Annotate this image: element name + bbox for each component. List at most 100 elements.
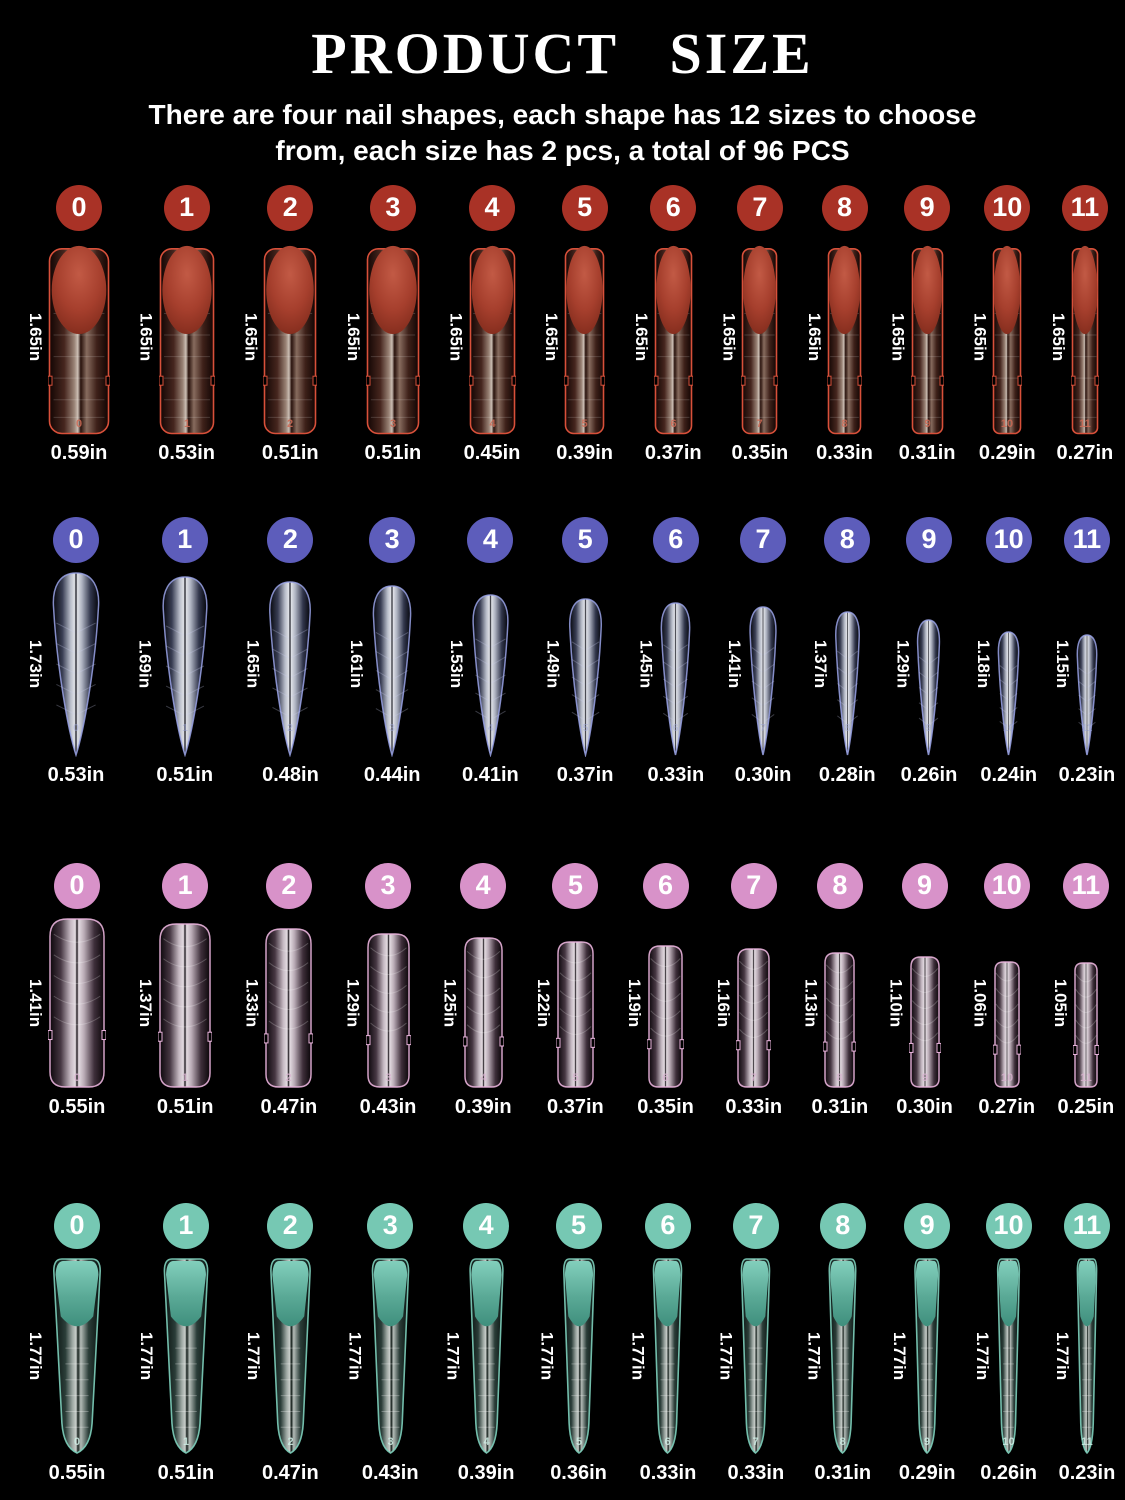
- width-label: 0.29in: [978, 441, 1036, 464]
- nail-area: 1.69in 1: [136, 571, 212, 757]
- nail-area: 1.29in 3: [344, 917, 411, 1089]
- width-label: 0.31in: [814, 1461, 872, 1484]
- nail-wrap: 5: [560, 1257, 598, 1455]
- width-label: 0.51in: [156, 763, 214, 786]
- nail-wrap: 3: [369, 584, 415, 757]
- badge-wrap: 10: [985, 1202, 1032, 1249]
- width-label: 0.51in: [157, 1461, 215, 1484]
- page-subtitle: There are four nail shapes, each shape h…: [148, 98, 977, 167]
- length-label: 1.73in: [26, 639, 45, 688]
- badge-wrap: 1: [159, 1202, 213, 1249]
- size-number-badge: 10: [985, 516, 1032, 563]
- size-column-round-3: 3 1.65in 3 0.51in: [343, 184, 421, 465]
- size-number-badge: 7: [730, 862, 777, 909]
- size-number-badge: 9: [901, 862, 948, 909]
- nail-wrap: 3: [368, 1257, 413, 1455]
- nail-round-9: 9: [910, 245, 944, 434]
- length-label: 1.10in: [886, 978, 906, 1027]
- svg-text:7: 7: [760, 723, 766, 734]
- width-label: 0.24in: [980, 763, 1038, 786]
- length-label: 1.18in: [974, 639, 994, 688]
- nail-wrap: 10: [995, 1257, 1022, 1455]
- svg-text:4: 4: [489, 418, 496, 430]
- length-label: 1.77in: [537, 1331, 557, 1380]
- size-number-badge: 3: [365, 862, 412, 909]
- width-label: 0.45in: [463, 441, 521, 464]
- width-label: 0.30in: [896, 1095, 953, 1118]
- nail-coffin-10: 10: [996, 1257, 1021, 1454]
- size-number-badge: 10: [983, 862, 1030, 909]
- nail-wrap: 8: [826, 1257, 859, 1455]
- nail-wrap: 0: [48, 1257, 106, 1455]
- nail-wrap: 10: [992, 960, 1021, 1089]
- length-label: 1.15in: [1052, 639, 1072, 688]
- nail-wrap: 4: [466, 1257, 507, 1455]
- size-column-square-2: 2 1.33in 2 0.47in: [242, 862, 317, 1119]
- size-column-square-6: 6 1.19in 6 0.35in: [625, 862, 694, 1119]
- size-column-coffin-8: 8 1.77in 8 0.31in: [804, 1202, 872, 1485]
- nail-round-6: 6: [653, 245, 693, 434]
- width-label: 0.37in: [547, 1095, 604, 1118]
- nail-square-3: 3: [365, 932, 411, 1088]
- size-column-square-3: 3 1.29in 3 0.43in: [344, 862, 416, 1119]
- size-number-badge: 6: [644, 1202, 691, 1249]
- size-number-badge: 1: [161, 516, 208, 563]
- size-number-badge: 2: [267, 516, 314, 563]
- nail-area: 1.29in 9: [893, 571, 942, 757]
- length-label: 1.77in: [1052, 1331, 1072, 1380]
- nail-square-4: 4: [462, 936, 504, 1088]
- size-column-stiletto-6: 6 1.45in 6 0.33in: [636, 516, 704, 787]
- nail-area: 1.05in 11: [1051, 917, 1099, 1089]
- svg-text:7: 7: [751, 1072, 757, 1084]
- length-label: 1.77in: [443, 1331, 463, 1380]
- length-label: 1.05in: [1050, 978, 1070, 1027]
- nail-square-9: 9: [908, 955, 941, 1088]
- nail-wrap: 8: [827, 239, 862, 435]
- size-number-badge: 0: [56, 184, 102, 231]
- svg-text:0: 0: [74, 1072, 80, 1084]
- nail-round-11: 11: [1070, 245, 1099, 434]
- nail-round-7: 7: [741, 245, 779, 434]
- length-label: 1.29in: [893, 639, 913, 688]
- badge-wrap: 11: [1063, 516, 1110, 563]
- size-number-badge: 11: [1062, 862, 1109, 909]
- width-label: 0.51in: [156, 1095, 214, 1118]
- size-column-stiletto-7: 7 1.41in 7 0.30in: [725, 516, 791, 787]
- size-number-badge: 4: [469, 184, 515, 231]
- svg-text:1: 1: [184, 418, 190, 430]
- size-number-badge: 11: [1063, 516, 1110, 563]
- nail-coffin-4: 4: [468, 1257, 504, 1454]
- nail-wrap: 1: [158, 239, 215, 435]
- size-number-badge: 0: [53, 516, 99, 563]
- nail-stiletto-8: 8: [834, 610, 860, 755]
- size-number-badge: 10: [984, 184, 1031, 231]
- svg-text:0: 0: [73, 723, 79, 734]
- nail-stiletto-0: 0: [52, 571, 100, 757]
- svg-text:4: 4: [480, 1072, 487, 1084]
- page-title: PRODUCT SIZE: [311, 21, 814, 86]
- nail-area: 1.77in 11: [1053, 1257, 1099, 1455]
- length-label: 1.77in: [716, 1331, 736, 1380]
- badge-wrap: 2: [264, 862, 313, 909]
- badge-wrap: 2: [266, 1202, 315, 1249]
- size-number-badge: 2: [267, 1202, 314, 1249]
- size-number-badge: 5: [561, 184, 608, 231]
- width-label: 0.47in: [261, 1461, 319, 1484]
- size-column-round-1: 1 1.65in 1 0.53in: [137, 184, 215, 465]
- size-column-round-4: 4 1.65in 4 0.45in: [447, 184, 521, 465]
- nail-area: 1.77in 3: [346, 1257, 413, 1455]
- length-label: 1.65in: [343, 312, 363, 361]
- length-label: 1.13in: [801, 978, 821, 1027]
- nail-wrap: 8: [823, 951, 857, 1089]
- width-label: 0.44in: [363, 763, 421, 786]
- nail-area: 1.77in 6: [628, 1257, 685, 1455]
- width-label: 0.51in: [261, 441, 319, 464]
- nail-wrap: 6: [647, 944, 685, 1089]
- svg-text:6: 6: [673, 723, 679, 734]
- size-number-badge: 2: [267, 184, 314, 231]
- badge-wrap: 9: [905, 516, 952, 563]
- nail-wrap: 11: [1070, 239, 1099, 435]
- nail-wrap: 3: [365, 932, 411, 1089]
- svg-text:11: 11: [1080, 1072, 1092, 1084]
- size-number-badge: 0: [54, 1202, 100, 1249]
